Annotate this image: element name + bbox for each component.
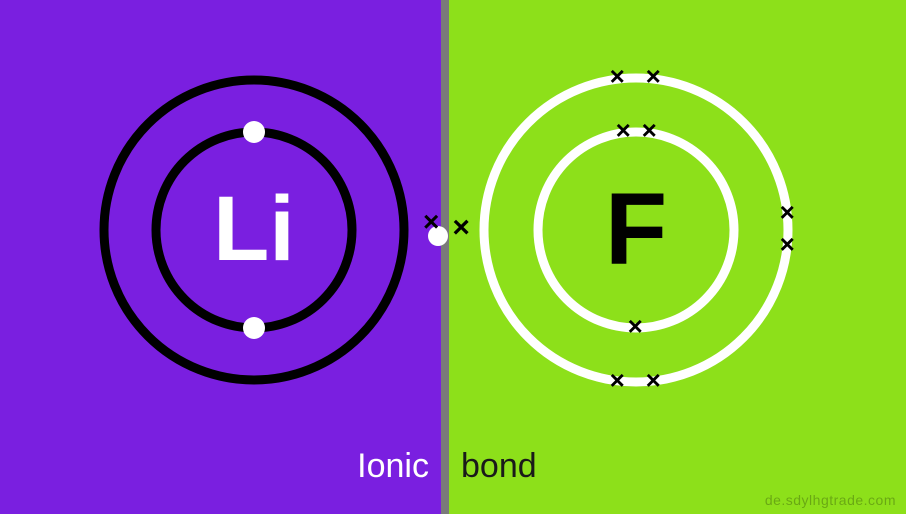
electron-x: × [628,313,643,339]
electron-x: × [610,63,625,89]
electron-x: × [452,213,470,243]
caption-left: Ionic [357,447,429,486]
watermark-text: de.sdylhgtrade.com [765,492,896,508]
electron-x: × [646,63,661,89]
caption-right: bond [461,447,537,486]
electron-transfer-icon: ×× [0,0,906,514]
electron-dot [243,317,265,339]
electron-x: × [423,208,439,236]
electron-dot [243,121,265,143]
electron-x: × [780,231,795,257]
electron-x: × [616,117,631,143]
electron-x: × [646,367,661,393]
electron-x: × [610,367,625,393]
electron-x: × [780,199,795,225]
electron-x: × [642,117,657,143]
